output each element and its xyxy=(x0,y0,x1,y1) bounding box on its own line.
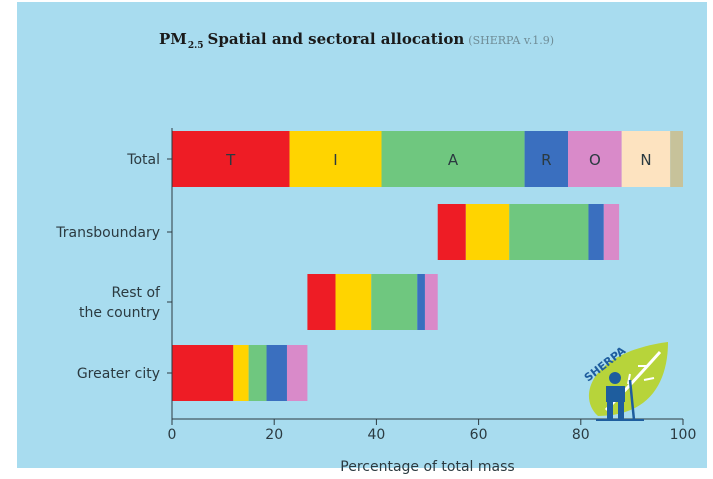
axes-layer: Total Transboundary Rest of the country Grea… xyxy=(55,128,696,475)
bar-segment xyxy=(307,274,336,330)
category-label: the country xyxy=(79,305,160,321)
bar-segment xyxy=(568,131,622,187)
bar-segment xyxy=(417,274,425,330)
segment-label: N xyxy=(640,151,651,169)
bar-segment xyxy=(524,131,569,187)
segment-label: T xyxy=(225,151,236,169)
bar-segment xyxy=(381,131,525,187)
x-tick-label: 0 xyxy=(168,427,177,443)
bar-segment xyxy=(286,345,308,401)
bar-segment xyxy=(588,204,604,260)
bar-segment xyxy=(465,204,510,260)
category-label: Greater city xyxy=(77,366,160,382)
title-version: (SHERPA v.1.9) xyxy=(468,34,555,47)
x-tick-label: 100 xyxy=(670,427,697,443)
title-rest: Spatial and sectoral allocation xyxy=(207,30,465,48)
segment-label: R xyxy=(541,151,551,169)
bar-segment xyxy=(266,345,287,401)
bar-segment xyxy=(289,131,382,187)
category-label: Total xyxy=(126,152,160,168)
bar-segment xyxy=(172,131,290,187)
chart-title: PM2.5 Spatial and sectoral allocation (SHE… xyxy=(0,30,713,51)
x-tick-label: 20 xyxy=(265,427,283,443)
bar-segment xyxy=(335,274,372,330)
category-label: Rest of xyxy=(112,285,162,301)
segment-label: O xyxy=(589,151,601,169)
bar-segment xyxy=(371,274,418,330)
x-tick-label: 80 xyxy=(572,427,590,443)
category-label: Transboundary xyxy=(55,225,160,241)
segment-label: I xyxy=(333,151,337,169)
x-axis-title: Percentage of total mass xyxy=(340,459,514,475)
bar-segment xyxy=(424,274,438,330)
bar-segment xyxy=(670,131,683,187)
segment-label: A xyxy=(448,151,459,169)
x-tick-label: 60 xyxy=(470,427,488,443)
x-tick-label: 40 xyxy=(367,427,385,443)
bar-segment xyxy=(233,345,249,401)
bar-segment xyxy=(621,131,671,187)
bar-segment xyxy=(509,204,589,260)
title-main: PM xyxy=(158,30,187,48)
sherpa-logo: SHERPA xyxy=(582,342,668,421)
bar-segment xyxy=(248,345,267,401)
title-subscript: 2.5 xyxy=(187,41,204,51)
bar-segment xyxy=(437,204,466,260)
bar-segment xyxy=(603,204,620,260)
bar-segment xyxy=(172,345,234,401)
